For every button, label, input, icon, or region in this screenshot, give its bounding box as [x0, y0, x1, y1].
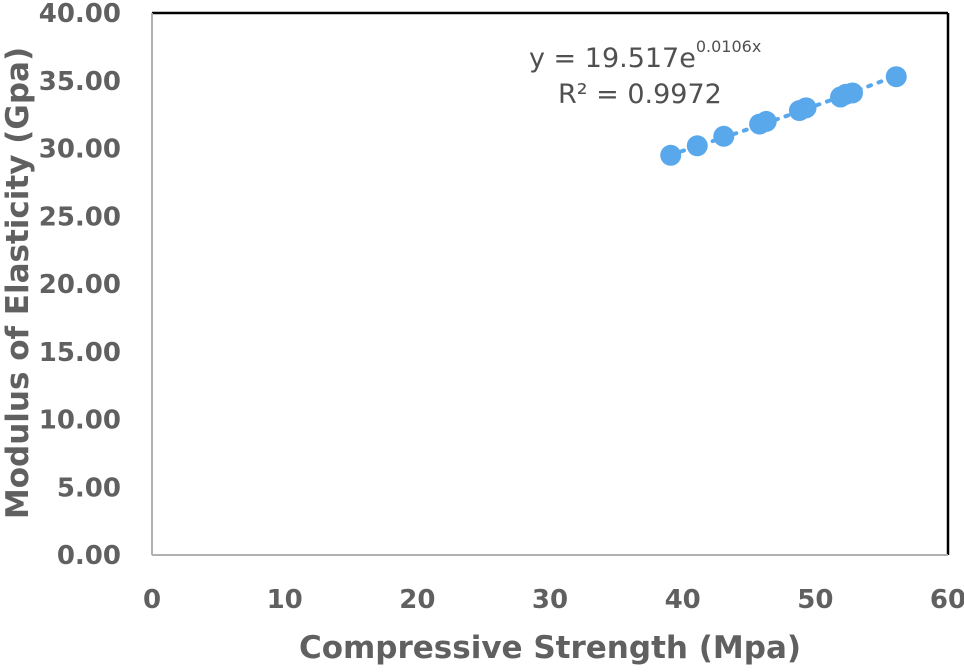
- y-tick-label: 25.00: [39, 202, 121, 232]
- y-tick-label: 40.00: [39, 0, 121, 29]
- y-tick-label: 0.00: [57, 541, 121, 571]
- data-point: [885, 66, 907, 88]
- y-axis-label: Modulus of Elasticity (Gpa): [0, 47, 36, 519]
- x-tick-label: 50: [797, 585, 833, 615]
- data-point: [755, 110, 777, 132]
- x-tick-label: 10: [267, 585, 303, 615]
- x-tick-label: 0: [143, 585, 161, 615]
- y-tick-label: 20.00: [39, 270, 121, 300]
- x-tick-label: 20: [399, 585, 435, 615]
- trendline-equation-exponent: 0.0106x: [696, 37, 761, 56]
- r-squared-label: R² = 0.9972: [558, 79, 722, 110]
- y-tick-label: 15.00: [39, 338, 121, 368]
- data-point: [841, 82, 863, 104]
- x-tick-label: 30: [532, 585, 568, 615]
- axes-layer: [151, 11, 950, 556]
- data-points: [660, 66, 907, 166]
- trendline-equation-base: y = 19.517e: [529, 43, 696, 74]
- x-tick-label: 60: [930, 585, 964, 615]
- y-tick-label: 35.00: [39, 67, 121, 97]
- tick-labels: 0 10 20 30 40 50 60 0.00 5.00 10.00 15.00 20.00 25.0…: [39, 0, 964, 615]
- data-point: [713, 125, 735, 147]
- y-tick-label: 10.00: [39, 406, 121, 436]
- data-point: [795, 97, 817, 119]
- x-tick-label: 40: [665, 585, 701, 615]
- data-point: [660, 144, 682, 166]
- x-axis-label: Compressive Strength (Mpa): [299, 630, 801, 666]
- data-point: [686, 135, 708, 157]
- y-tick-label: 30.00: [39, 135, 121, 165]
- trendline-equation: y = 19.517e0.0106x: [529, 37, 761, 74]
- y-tick-label: 5.00: [57, 473, 121, 503]
